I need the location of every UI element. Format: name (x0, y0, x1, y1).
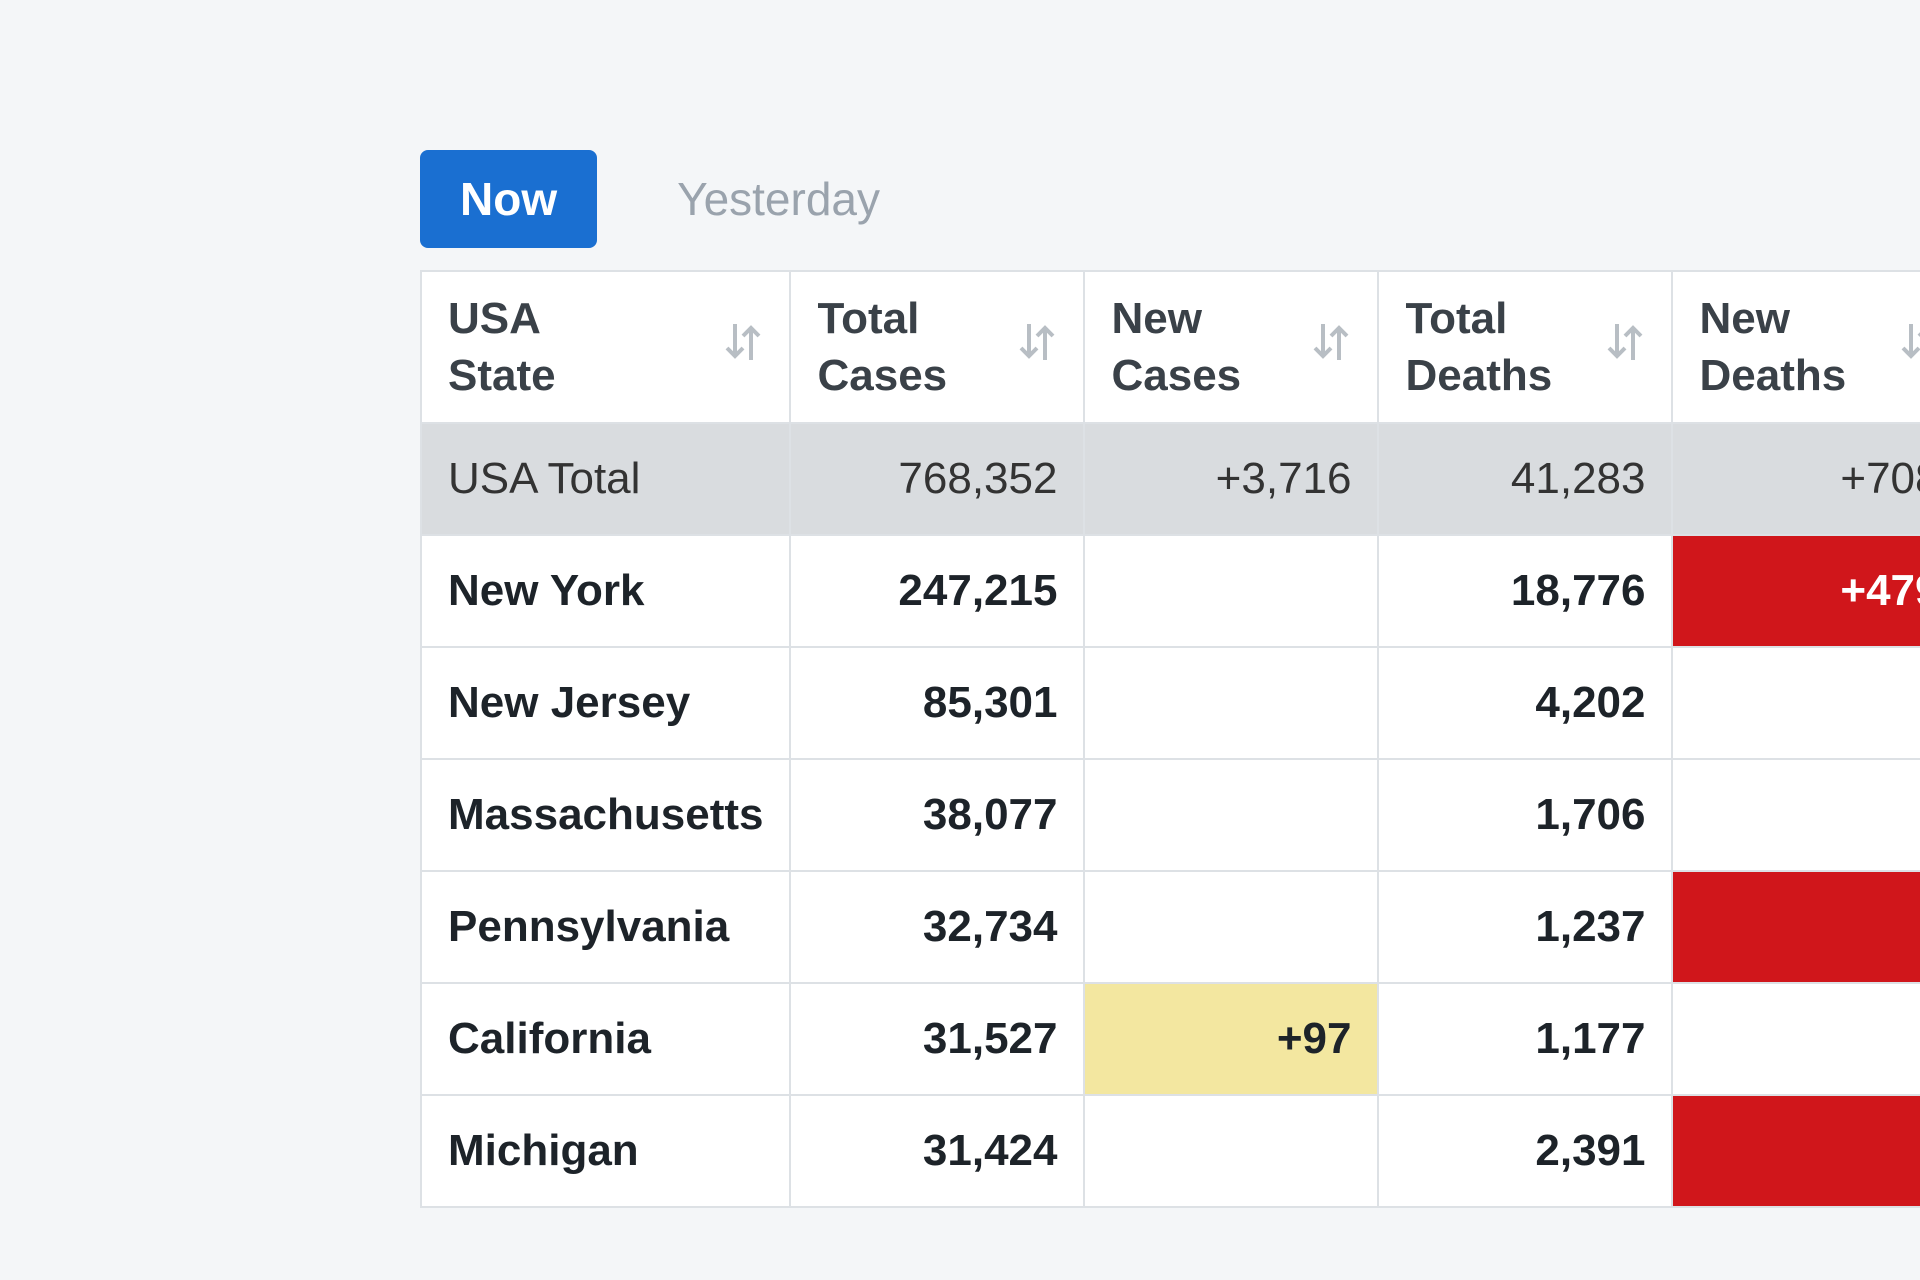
table-row: Massachusetts 38,077 1,706 (419, 758, 1920, 872)
cell (1671, 870, 1920, 984)
cell (1083, 646, 1380, 760)
table-row: Pennsylvania 32,734 1,237 (419, 870, 1920, 984)
state-name: USA Total (419, 422, 792, 536)
sort-icon[interactable] (723, 320, 763, 375)
cell: 768,352 (789, 422, 1086, 536)
cell: +97 (1083, 982, 1380, 1096)
header-text: USA State (448, 293, 556, 400)
column-header[interactable]: Total Cases (789, 270, 1086, 424)
cell: 18,776 (1377, 534, 1674, 648)
cell: 32,734 (789, 870, 1086, 984)
state-name: New York (419, 534, 792, 648)
cell: 31,527 (789, 982, 1086, 1096)
cell: 1,177 (1377, 982, 1674, 1096)
cell (1083, 870, 1380, 984)
header-text: New Deaths (1699, 293, 1847, 400)
cell: 2,391 (1377, 1094, 1674, 1208)
cell: +479 (1671, 534, 1920, 648)
state-name: New Jersey (419, 646, 792, 760)
cell (1083, 534, 1380, 648)
cell: 4,202 (1377, 646, 1674, 760)
cell: 41,283 (1377, 422, 1674, 536)
tab[interactable]: Yesterday (677, 173, 880, 225)
sort-icon[interactable] (1311, 320, 1351, 375)
cell: 31,424 (789, 1094, 1086, 1208)
header-text: New Cases (1111, 293, 1242, 400)
cell: +3,716 (1083, 422, 1380, 536)
table-row: Michigan 31,424 2,391 (419, 1094, 1920, 1208)
table-row: New Jersey 85,301 4,202 (419, 646, 1920, 760)
cell: 1,706 (1377, 758, 1674, 872)
cell (1671, 758, 1920, 872)
cell (1671, 1094, 1920, 1208)
cell: +708 (1671, 422, 1920, 536)
sort-icon[interactable] (1605, 320, 1645, 375)
column-header[interactable]: Total Deaths (1377, 270, 1674, 424)
cell: 1,237 (1377, 870, 1674, 984)
tab-bar: Now Yesterday (420, 150, 920, 248)
state-name: Michigan (419, 1094, 792, 1208)
sort-icon[interactable] (1899, 320, 1920, 375)
cell (1083, 758, 1380, 872)
state-name: Massachusetts (419, 758, 792, 872)
cell (1671, 982, 1920, 1096)
cell (1083, 1094, 1380, 1208)
cell (1671, 646, 1920, 760)
data-table: USA State Total Cases New Cases Total Death… (419, 270, 1920, 1208)
column-header[interactable]: New Cases (1083, 270, 1380, 424)
tab[interactable]: Now (420, 150, 598, 248)
header-row: USA State Total Cases New Cases Total Death… (419, 270, 1920, 424)
cell: 38,077 (789, 758, 1086, 872)
column-header[interactable]: New Deaths (1671, 270, 1920, 424)
header-text: Total Deaths (1405, 293, 1553, 400)
cell: 247,215 (789, 534, 1086, 648)
column-header[interactable]: USA State (419, 270, 792, 424)
state-name: Pennsylvania (419, 870, 792, 984)
state-name: California (419, 982, 792, 1096)
sort-icon[interactable] (1017, 320, 1057, 375)
cell: 85,301 (789, 646, 1086, 760)
header-text: Total Cases (817, 293, 948, 400)
table-row: California 31,527 +97 1,177 (419, 982, 1920, 1096)
